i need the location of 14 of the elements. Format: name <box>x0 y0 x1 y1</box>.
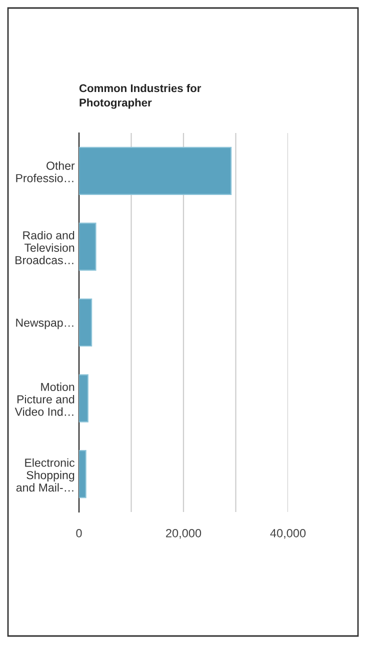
y-tick-label: Motion Picture and Video Ind… <box>14 382 74 416</box>
bar <box>79 146 232 195</box>
bar <box>79 298 92 347</box>
x-tick-label: 40,000 <box>270 528 306 539</box>
chart-title: Common Industries for Photographer <box>79 84 202 109</box>
y-tick-label: Radio and Television Broadcas… <box>16 230 74 264</box>
y-tick-label: Electronic Shopping and Mail-… <box>16 458 75 492</box>
bar <box>79 450 86 498</box>
x-tick-label: 0 <box>76 528 82 538</box>
bar <box>79 374 88 422</box>
y-tick-label: Other Professio… <box>16 161 75 182</box>
x-tick-label: 20,000 <box>166 528 202 539</box>
bar <box>79 222 96 271</box>
y-tick-label: Newspap… <box>16 318 74 330</box>
